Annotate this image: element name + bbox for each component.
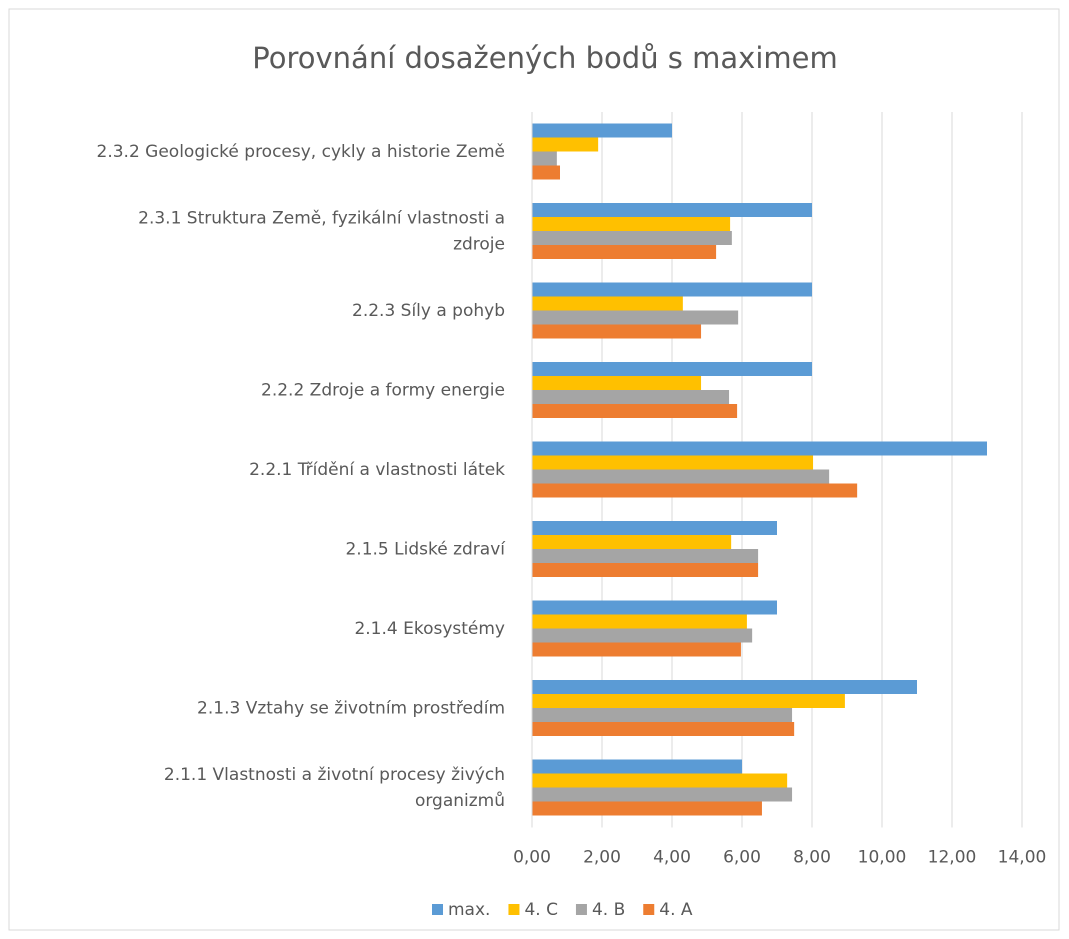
y-tick-label: 2.2.3 Síly a pohyb xyxy=(352,301,505,321)
bar xyxy=(532,773,788,788)
bar xyxy=(532,123,672,138)
bar xyxy=(532,282,812,297)
y-tick-label: 2.1.1 Vlastnosti a životní procesy živýc… xyxy=(164,765,505,811)
bar xyxy=(532,600,777,615)
x-tick-label: 8,00 xyxy=(793,848,831,868)
bar xyxy=(532,535,732,549)
bar xyxy=(532,217,731,231)
bar xyxy=(532,521,777,535)
bar xyxy=(532,441,987,456)
bar xyxy=(532,722,795,736)
bar xyxy=(532,362,812,376)
legend-label: max. xyxy=(448,900,490,920)
bar xyxy=(532,483,858,498)
bar xyxy=(532,296,683,311)
y-tick-label: 2.3.2 Geologické procesy, cykly a histor… xyxy=(97,142,506,162)
y-tick-label: 2.2.1 Třídění a vlastnosti látek xyxy=(249,460,505,480)
bar xyxy=(532,708,793,722)
chart-title: Porovnání dosažených bodů s maximem xyxy=(252,41,837,75)
bar xyxy=(532,694,845,708)
bar xyxy=(532,787,793,802)
legend-swatch xyxy=(575,904,587,915)
y-tick-label: 2.2.2 Zdroje a formy energie xyxy=(261,381,505,401)
legend-label: 4. C xyxy=(524,900,558,920)
legend-swatch xyxy=(508,904,520,915)
bar xyxy=(532,231,732,245)
x-tick-label: 4,00 xyxy=(653,848,691,868)
bar xyxy=(532,469,830,484)
bar xyxy=(532,404,738,418)
bar xyxy=(532,245,717,259)
bar xyxy=(532,324,702,339)
x-tick-label: 2,00 xyxy=(583,848,621,868)
y-tick-label: 2.1.5 Lidské zdraví xyxy=(345,540,506,560)
legend-swatch xyxy=(643,904,655,915)
y-tick-label: 2.1.4 Ekosystémy xyxy=(354,619,505,639)
y-tick-label: 2.1.3 Vztahy se životním prostředím xyxy=(197,699,505,719)
x-tick-label: 10,00 xyxy=(858,848,907,868)
bar xyxy=(532,801,762,816)
legend-label: 4. A xyxy=(659,900,693,920)
bar xyxy=(532,614,747,629)
bar xyxy=(532,310,739,325)
x-tick-label: 14,00 xyxy=(998,848,1047,868)
bar xyxy=(532,390,730,404)
legend-label: 4. B xyxy=(592,900,625,920)
bar xyxy=(532,203,812,217)
bar xyxy=(532,455,814,470)
legend-swatch xyxy=(432,904,443,915)
bar xyxy=(532,759,742,774)
bar xyxy=(532,137,599,152)
bar xyxy=(532,563,759,577)
bar xyxy=(532,376,702,390)
bar xyxy=(532,680,917,694)
bar xyxy=(532,151,557,166)
x-tick-label: 0,00 xyxy=(513,848,551,868)
bar xyxy=(532,165,560,180)
bar xyxy=(532,628,753,643)
x-tick-label: 6,00 xyxy=(723,848,761,868)
y-tick-label: 2.3.1 Struktura Země, fyzikální vlastnos… xyxy=(138,209,505,255)
bar xyxy=(532,549,759,563)
bar xyxy=(532,642,741,657)
x-tick-label: 12,00 xyxy=(928,848,977,868)
